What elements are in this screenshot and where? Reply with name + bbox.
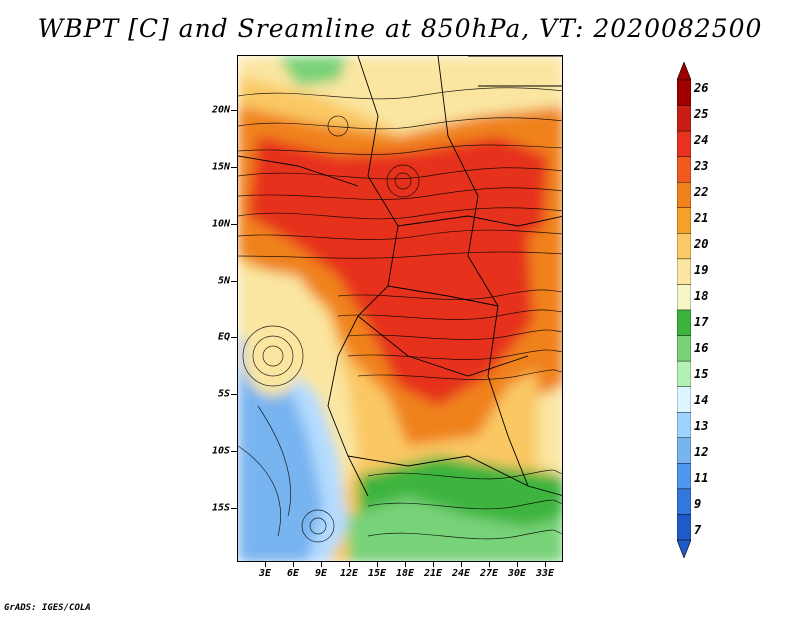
- colorbar-segment: [677, 284, 691, 311]
- map-panel: [237, 55, 563, 562]
- lat-label: 10N: [211, 218, 230, 230]
- lat-label: 5N: [217, 275, 230, 287]
- lat-tick: [231, 451, 237, 452]
- lat-label: 10S: [211, 445, 230, 457]
- credit-text: GrADS: IGES/COLA: [4, 603, 91, 613]
- colorbar-segment: [677, 437, 691, 464]
- lat-tick: [231, 224, 237, 225]
- colorbar-segment: [677, 105, 691, 132]
- colorbar-label: 16: [694, 341, 709, 355]
- lon-tick: [349, 562, 350, 567]
- colorbar-label: 13: [694, 419, 709, 433]
- colorbar-label: 20: [694, 237, 709, 251]
- lon-label: 33E: [535, 568, 555, 579]
- colorbar-label: 17: [694, 315, 709, 329]
- colorbar-label: 12: [694, 445, 709, 459]
- colorbar-label: 22: [694, 185, 709, 199]
- lat-label: 15N: [211, 161, 230, 173]
- lon-tick: [517, 562, 518, 567]
- lon-tick: [293, 562, 294, 567]
- colorbar-segment: [677, 412, 691, 438]
- colorbar-segment: [677, 488, 691, 515]
- lon-label: 27E: [479, 568, 499, 579]
- map-field: [238, 56, 562, 561]
- lat-label: 15S: [211, 502, 230, 514]
- colorbar-bottom-arrow: [677, 539, 691, 558]
- colorbar-label: 26: [694, 81, 709, 95]
- colorbar-top-arrow: [677, 62, 691, 81]
- colorbar-segments: [677, 79, 691, 541]
- lon-label: 6E: [286, 568, 300, 579]
- colorbar: [677, 62, 691, 558]
- lon-label: 21E: [423, 568, 443, 579]
- colorbar-label: 19: [694, 263, 709, 277]
- colorbar-label: 15: [694, 367, 709, 381]
- lat-tick: [231, 337, 237, 338]
- lon-tick: [433, 562, 434, 567]
- lat-tick: [231, 508, 237, 509]
- colorbar-label: 9: [694, 497, 702, 511]
- colorbar-segment: [677, 258, 691, 285]
- lon-label: 30E: [507, 568, 527, 579]
- lon-label: 18E: [395, 568, 415, 579]
- colorbar-label: 14: [694, 393, 709, 407]
- colorbar-segment: [677, 156, 691, 183]
- lat-label: 5S: [217, 388, 230, 400]
- lon-label: 15E: [367, 568, 387, 579]
- colorbar-label: 24: [694, 133, 709, 147]
- colorbar-segment: [677, 386, 691, 413]
- lon-label: 12E: [339, 568, 359, 579]
- lon-tick: [461, 562, 462, 567]
- lon-tick: [405, 562, 406, 567]
- colorbar-segment: [677, 335, 691, 362]
- colorbar-label: 23: [694, 159, 709, 173]
- colorbar-segment: [677, 182, 691, 208]
- colorbar-segment: [677, 360, 691, 387]
- lon-label: 24E: [451, 568, 471, 579]
- lat-label: 20N: [211, 104, 230, 116]
- lon-tick: [265, 562, 266, 567]
- colorbar-segment: [677, 79, 691, 106]
- lat-tick: [231, 167, 237, 168]
- colorbar-label: 21: [694, 211, 709, 225]
- colorbar-segment: [677, 233, 691, 260]
- colorbar-label: 11: [694, 471, 709, 485]
- lon-label: 9E: [314, 568, 328, 579]
- colorbar-label: 25: [694, 107, 709, 121]
- lat-tick: [231, 110, 237, 111]
- lon-label: 3E: [258, 568, 272, 579]
- lon-tick: [489, 562, 490, 567]
- colorbar-label: 18: [694, 289, 709, 303]
- colorbar-segment: [677, 309, 691, 336]
- colorbar-segment: [677, 514, 691, 541]
- colorbar-label: 7: [694, 523, 702, 537]
- lon-tick: [545, 562, 546, 567]
- lon-tick: [321, 562, 322, 567]
- lon-tick: [377, 562, 378, 567]
- lat-tick: [231, 281, 237, 282]
- colorbar-segment: [677, 207, 691, 234]
- colorbar-segment: [677, 130, 691, 157]
- plot-title: WBPT [C] and Sreamline at 850hPa, VT: 20…: [37, 14, 763, 43]
- colorbar-segment: [677, 463, 691, 490]
- lat-tick: [231, 394, 237, 395]
- lat-label: EQ: [217, 331, 230, 343]
